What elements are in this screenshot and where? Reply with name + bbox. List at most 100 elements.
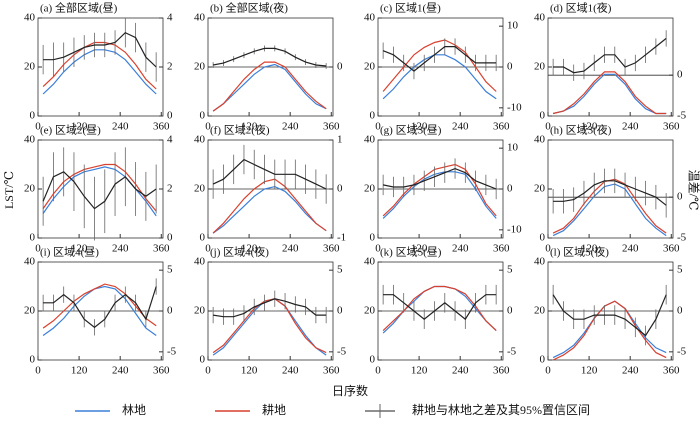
x-tick-label: 0 <box>375 365 381 377</box>
panel-title: (c) 区域1(昼) <box>380 2 441 15</box>
panel-title: (g) 区域3(昼) <box>380 124 442 137</box>
y2-tick-label: 0 <box>507 305 513 317</box>
y2-tick-label: -10 <box>507 101 522 113</box>
x-tick-label: 240 <box>622 243 639 255</box>
y2-tick-label: -5 <box>677 345 687 357</box>
series-line <box>382 285 497 334</box>
panel-title: (l) 区域5(夜) <box>550 245 609 259</box>
series-line <box>383 294 497 321</box>
y-tick-label: 0 <box>30 232 36 244</box>
panel-title: (a) 全部区域(昼) <box>40 1 118 15</box>
x-tick-label: 360 <box>663 121 680 133</box>
y2-tick-label: 10 <box>507 142 519 154</box>
y-tick-label: 20 <box>24 61 36 73</box>
series-line <box>43 286 157 329</box>
x-tick-label: 0 <box>375 243 381 255</box>
y2-tick-label: 10 <box>507 20 519 32</box>
series-line <box>382 285 497 332</box>
x-tick-label: 360 <box>153 365 170 377</box>
y-tick-label: 20 <box>194 61 206 73</box>
y2-tick-label: 0 <box>677 305 683 317</box>
y-tick-label: 20 <box>194 305 206 317</box>
x-tick-label: 360 <box>153 243 170 255</box>
series-line <box>42 41 157 90</box>
series-line <box>212 178 327 234</box>
y2-tick-label: 5 <box>337 264 343 276</box>
x-tick-label: 360 <box>493 243 510 255</box>
y-tick-label: 40 <box>24 256 36 268</box>
series-line <box>382 171 497 219</box>
y2-tick-label: 0 <box>677 69 683 81</box>
series-line <box>42 163 157 212</box>
x-tick-label: 120 <box>241 365 258 377</box>
x-tick-label: 240 <box>452 365 469 377</box>
y2-tick-label: -5 <box>507 345 517 357</box>
series-line <box>212 63 327 112</box>
panel-title: (f) 区域2(夜) <box>210 123 270 137</box>
y-tick-label: 40 <box>24 12 36 24</box>
x-tick-label: 120 <box>411 365 428 377</box>
x-tick-label: 120 <box>411 121 428 133</box>
y-tick-label: 0 <box>370 354 376 366</box>
y2-tick-label: 0 <box>337 305 343 317</box>
y-tick-label: 0 <box>200 232 206 244</box>
y2-tick-label: 0 <box>167 110 173 122</box>
series-line <box>43 31 157 68</box>
y-tick-label: 20 <box>364 183 376 195</box>
series-line <box>382 46 497 72</box>
x-tick-label: 120 <box>71 365 88 377</box>
y-tick-label: 40 <box>194 134 206 146</box>
x-tick-label: 240 <box>282 121 299 133</box>
x-tick-label: 0 <box>545 243 551 255</box>
x-tick-label: 0 <box>35 365 41 377</box>
panel-title: (i) 区域4(昼) <box>40 246 99 259</box>
series-line <box>212 298 327 354</box>
series-line <box>382 163 497 217</box>
x-tick-label: 240 <box>452 243 469 255</box>
x-tick-label: 120 <box>241 121 258 133</box>
series-line <box>212 47 327 67</box>
x-tick-label: 360 <box>323 243 340 255</box>
y-tick-label: 20 <box>534 61 546 73</box>
y2-tick-label: 0 <box>507 183 513 195</box>
x-tick-label: 240 <box>112 121 129 133</box>
x-tick-label: 360 <box>323 365 340 377</box>
series-line <box>42 285 157 336</box>
y-axis-label: LST/℃ <box>2 171 16 209</box>
y2-tick-label: -5 <box>167 345 177 357</box>
series-line <box>552 300 667 361</box>
y2-tick-label: 0 <box>677 191 683 203</box>
plot-frame <box>37 139 164 239</box>
y2-tick-label: 2 <box>167 61 173 73</box>
series-line <box>42 171 157 210</box>
y-tick-label: 40 <box>364 134 376 146</box>
y2-tick-label: 4 <box>167 134 173 146</box>
series-line <box>382 39 497 92</box>
y-tick-label: 0 <box>30 354 36 366</box>
y-tick-label: 40 <box>534 12 546 24</box>
y2-tick-label: -5 <box>677 110 687 122</box>
series-line <box>212 61 327 112</box>
y2-tick-label: 4 <box>167 12 173 24</box>
series-line <box>212 185 327 234</box>
x-tick-label: 360 <box>153 121 170 133</box>
y-tick-label: 0 <box>370 232 376 244</box>
panel-title: (k) 区域5(昼) <box>380 246 442 259</box>
x-tick-label: 120 <box>411 243 428 255</box>
legend-label: 耕地 <box>262 402 286 417</box>
panel-title: (h) 区域3(夜) <box>550 123 612 137</box>
x-tick-label: 120 <box>71 121 88 133</box>
x-tick-label: 360 <box>493 121 510 133</box>
y-tick-label: 0 <box>200 354 206 366</box>
y2-tick-label: -1 <box>337 232 346 244</box>
y-tick-label: 20 <box>364 305 376 317</box>
plot-frame <box>37 17 164 117</box>
series-line <box>42 49 157 95</box>
x-tick-label: 0 <box>205 243 211 255</box>
series-line <box>212 158 327 190</box>
series-line <box>553 37 667 74</box>
y-tick-label: 0 <box>540 110 546 122</box>
y-tick-label: 40 <box>364 12 376 24</box>
y-tick-label: 40 <box>364 256 376 268</box>
